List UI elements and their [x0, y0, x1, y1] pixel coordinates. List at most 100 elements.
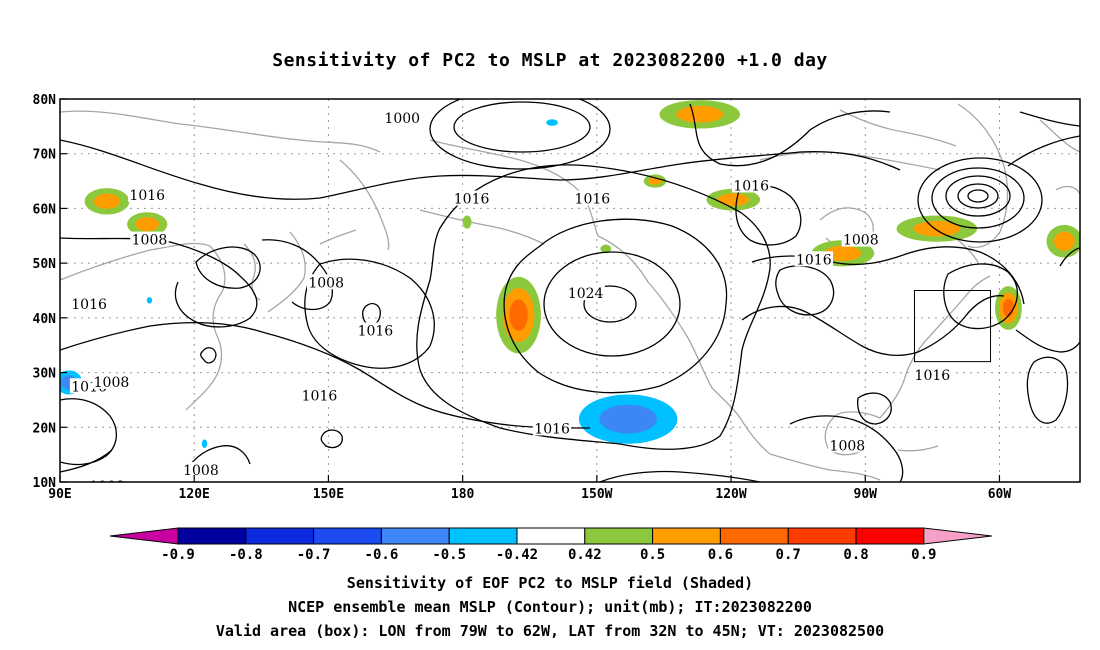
colorbar-bin [584, 527, 654, 545]
colorbar-label: -0.8 [229, 547, 263, 563]
contour-1016-arctic [689, 103, 891, 167]
lon-label: 90W [854, 487, 878, 502]
contour-1008-scs [60, 449, 113, 473]
contour-low-1000 [453, 101, 591, 153]
coast-aleutians [419, 209, 545, 245]
colorbar-label: -0.6 [365, 547, 399, 563]
lat-label: 40N [33, 312, 57, 327]
lon-label: 60W [988, 487, 1012, 502]
lat-label: 70N [33, 148, 57, 163]
coast-canada-west [597, 235, 713, 389]
contour-1008-siberia-loop [195, 246, 261, 289]
contour-1016-atl-subtrop [1015, 329, 1080, 353]
colorbar-label: 0.9 [911, 547, 936, 563]
contour-label: 1016 [129, 188, 165, 204]
contour-1008-alaska [735, 184, 802, 246]
negative-sensitivity-patch [546, 119, 558, 126]
lat-label: 20N [33, 421, 57, 436]
contour-label: 1008 [132, 233, 168, 249]
contour-label: 1008 [94, 375, 130, 391]
colorbar-bin [245, 527, 315, 545]
contour-label-bg [913, 366, 952, 382]
colorbar-bin [719, 527, 789, 545]
colorbar-label: -0.42 [496, 547, 538, 563]
contour-label-bg [532, 420, 572, 436]
contour-label-bg [383, 110, 422, 126]
valid-area-box [913, 290, 992, 363]
contour-label-bg [731, 177, 771, 193]
contour-label-bg [300, 387, 339, 403]
lon-label: 90E [48, 487, 71, 502]
contour-1016-atlantic [943, 263, 1018, 330]
contour-label-bg [356, 322, 395, 338]
caption-valid-area: Valid area (box): LON from 79W to 62W, L… [215, 622, 885, 640]
contour-1016-subtropical [60, 321, 591, 429]
contour-label-bg [128, 186, 167, 202]
colorbar-bin [313, 527, 382, 545]
contour-1016-west-pacific [304, 258, 435, 369]
contour-label: 1024 [568, 286, 604, 302]
contour-low-baffin-4 [931, 167, 1025, 229]
contour-1008-bottom [599, 470, 761, 482]
contour-1008-mexico [789, 415, 904, 482]
contour-low-baffin-3 [945, 175, 1011, 217]
colorbar-left-cap [109, 527, 179, 545]
coast-kuril [319, 229, 357, 245]
caption-shading: Sensitivity of EOF PC2 to MSLP field (Sh… [346, 574, 754, 592]
lon-label: 120E [179, 487, 210, 502]
contour-high-1016 [503, 218, 728, 394]
lon-label: 150W [581, 487, 612, 502]
contour-label: 1016 [733, 178, 769, 194]
coast-east-asia [60, 242, 226, 411]
colorbar-bin [448, 527, 518, 545]
coast-europe [1039, 119, 1080, 153]
contour-1016-small-2 [320, 429, 343, 449]
contour-1016-gulf-loop [857, 392, 892, 425]
contour-label-bg [452, 190, 491, 206]
contour-1016-atlantic-outer [1007, 135, 1080, 167]
lat-label: 30N [33, 367, 57, 382]
colorbar-label: -0.7 [297, 547, 331, 563]
page-title: Sensitivity of PC2 to MSLP at 2023082200… [272, 50, 828, 71]
coast-iceland [1055, 185, 1080, 195]
colorbar-label: -0.9 [161, 547, 195, 563]
contour-label-bg [573, 190, 612, 206]
positive-sensitivity-patch [135, 217, 159, 232]
lat-label: 80N [33, 93, 57, 108]
coast-gulf-mexico [824, 411, 881, 456]
contour-label: 1016 [534, 421, 570, 437]
lon-label: 180 [451, 487, 475, 502]
coast-siberia-north [60, 110, 381, 153]
coast-baja [711, 387, 771, 455]
contour-low-1000-outer [429, 99, 611, 170]
contour-label: 1008 [89, 479, 125, 495]
plot-frame [59, 98, 1081, 483]
negative-sensitivity-patch [599, 404, 657, 434]
colorbar-right-cap [923, 527, 992, 545]
colorbar-bin [516, 527, 586, 545]
coast-arctic-islands [839, 109, 957, 147]
contour-label-bg [130, 231, 169, 247]
coast-greenland [957, 103, 1009, 249]
contour-label: 1000 [384, 111, 420, 127]
contour-1016-atl-high [1026, 356, 1069, 424]
contour-1016-scs [60, 398, 117, 466]
contour-label: 1016 [575, 192, 611, 208]
lat-label: 60N [33, 202, 57, 217]
colorbar: -0.9 -0.8 -0.7 -0.6 -0.5 -0.42 0.42 0.5 0.6 0.7 0.… [109, 527, 992, 563]
contour-low-baffin-5 [917, 157, 1043, 243]
colorbar-label: 0.42 [568, 547, 602, 563]
contour-label-bg [566, 285, 605, 301]
coast-alaska [429, 139, 599, 237]
contour-label: 1016 [915, 368, 951, 384]
contour-1016-usa [741, 295, 1005, 357]
contour-label-bg [92, 373, 131, 389]
colorbar-label: 0.7 [776, 547, 801, 563]
contour-label-bg [87, 477, 127, 482]
positive-sensitivity-patch [600, 244, 612, 254]
contour-low-baffin-1 [967, 189, 989, 203]
negative-sensitivity-patch [201, 439, 208, 449]
contour-low-baffin-2 [957, 183, 999, 209]
contour-high-1024-inner [583, 285, 637, 323]
positive-sensitivity-patch [1053, 231, 1075, 251]
